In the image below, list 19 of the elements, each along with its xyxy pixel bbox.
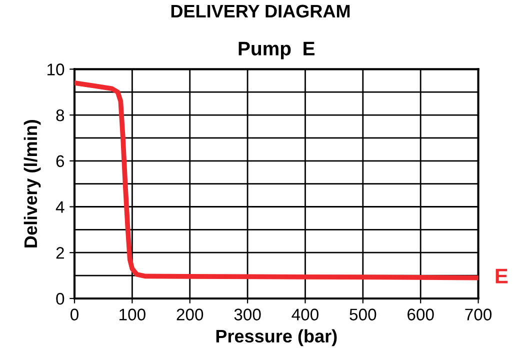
x-tick-label: 200	[176, 308, 204, 320]
y-axis-title: Delivery (l/min)	[24, 120, 41, 248]
x-tick-label: 400	[292, 308, 318, 320]
series-label: E	[496, 268, 508, 284]
chart-subtitle: Pump E	[238, 42, 315, 60]
y-tick-label: 4	[56, 201, 64, 213]
chart-title: DELIVERY DIAGRAM	[171, 4, 350, 18]
x-tick-label: 600	[408, 308, 434, 320]
x-tick-label: 300	[234, 308, 261, 320]
y-tick-label: 10	[48, 64, 64, 76]
y-tick-label: 8	[56, 109, 64, 122]
y-tick-label: 6	[56, 155, 64, 168]
x-tick-label: 100	[120, 308, 146, 320]
y-tick-label: 0	[56, 292, 64, 305]
y-tick-label: 2	[56, 247, 64, 259]
x-tick-label: 500	[350, 308, 376, 320]
x-axis-title: Pressure (bar)	[216, 329, 337, 346]
x-tick-label: 700	[465, 308, 492, 320]
x-tick-label: 0	[70, 308, 78, 320]
